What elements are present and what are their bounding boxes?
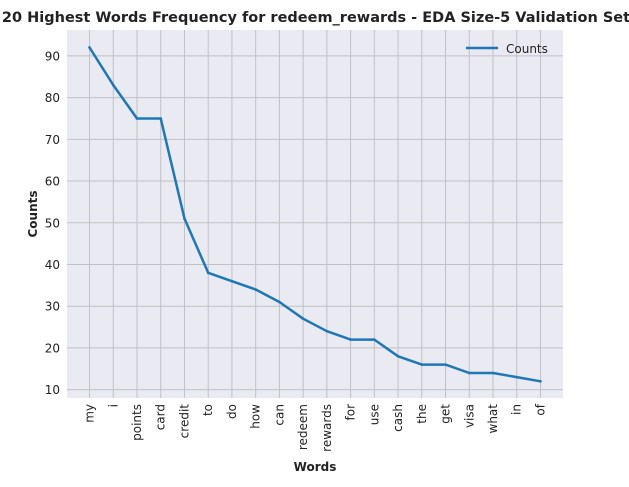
series-line — [88, 46, 542, 383]
x-tick-label: points — [130, 404, 144, 441]
x-tick-label: get — [439, 404, 453, 424]
x-tick-label: to — [201, 404, 215, 416]
x-tick-label: use — [367, 404, 381, 425]
legend-label: Counts — [506, 42, 548, 56]
data-point — [444, 363, 447, 366]
series-lines — [88, 46, 542, 383]
x-tick-label: the — [415, 404, 429, 424]
data-point — [373, 338, 376, 341]
data-point — [254, 288, 257, 291]
data-point — [159, 117, 163, 120]
y-tick-label: 80 — [45, 91, 60, 105]
x-tick-label: my — [83, 404, 97, 423]
data-point — [396, 354, 400, 358]
data-point — [325, 329, 329, 333]
y-axis-label: Counts — [26, 190, 40, 237]
y-tick-label: 30 — [45, 300, 60, 314]
data-point — [301, 317, 305, 321]
y-tick-label: 70 — [45, 133, 60, 147]
y-tick-label: 60 — [45, 175, 60, 189]
x-tick-label: can — [272, 404, 286, 426]
y-tick-label: 20 — [45, 341, 60, 355]
x-tick-label: do — [225, 404, 239, 419]
data-point — [515, 375, 519, 379]
x-tick-label: i — [106, 404, 120, 407]
x-tick-label: in — [510, 404, 524, 415]
data-point — [467, 371, 471, 375]
chart-title: 20 Highest Words Frequency for redeem_re… — [2, 10, 629, 26]
x-tick-label: how — [249, 404, 263, 429]
x-tick-label: for — [344, 404, 358, 421]
data-point — [183, 217, 186, 220]
data-point — [349, 338, 352, 341]
x-tick-label: rewards — [320, 404, 334, 452]
y-axis-ticks: 10 20 30 40 50 60 70 80 90 — [45, 49, 60, 397]
x-axis-label: Words — [294, 460, 337, 474]
y-tick-label: 50 — [45, 216, 60, 230]
y-tick-label: 40 — [45, 258, 60, 272]
x-axis-ticks: my i points card credit to do how can redeem rewar… — [83, 403, 548, 452]
data-point — [539, 380, 542, 383]
x-tick-label: card — [154, 404, 168, 430]
x-tick-label: credit — [177, 404, 191, 439]
y-tick-label: 90 — [45, 49, 60, 63]
data-point — [491, 371, 495, 375]
x-tick-label: cash — [391, 404, 405, 432]
data-point — [420, 363, 424, 366]
data-point — [230, 279, 234, 283]
data-point — [111, 83, 115, 87]
legend: Counts — [466, 42, 548, 56]
data-point — [206, 271, 210, 275]
x-tick-label: visa — [462, 404, 476, 428]
x-tick-label: redeem — [296, 404, 310, 450]
x-tick-label: what — [486, 404, 500, 434]
data-point — [135, 117, 139, 120]
y-tick-label: 10 — [45, 383, 60, 397]
plot-area — [67, 30, 563, 398]
x-tick-label: of — [533, 403, 547, 415]
data-point — [88, 46, 91, 49]
data-point — [278, 300, 281, 304]
